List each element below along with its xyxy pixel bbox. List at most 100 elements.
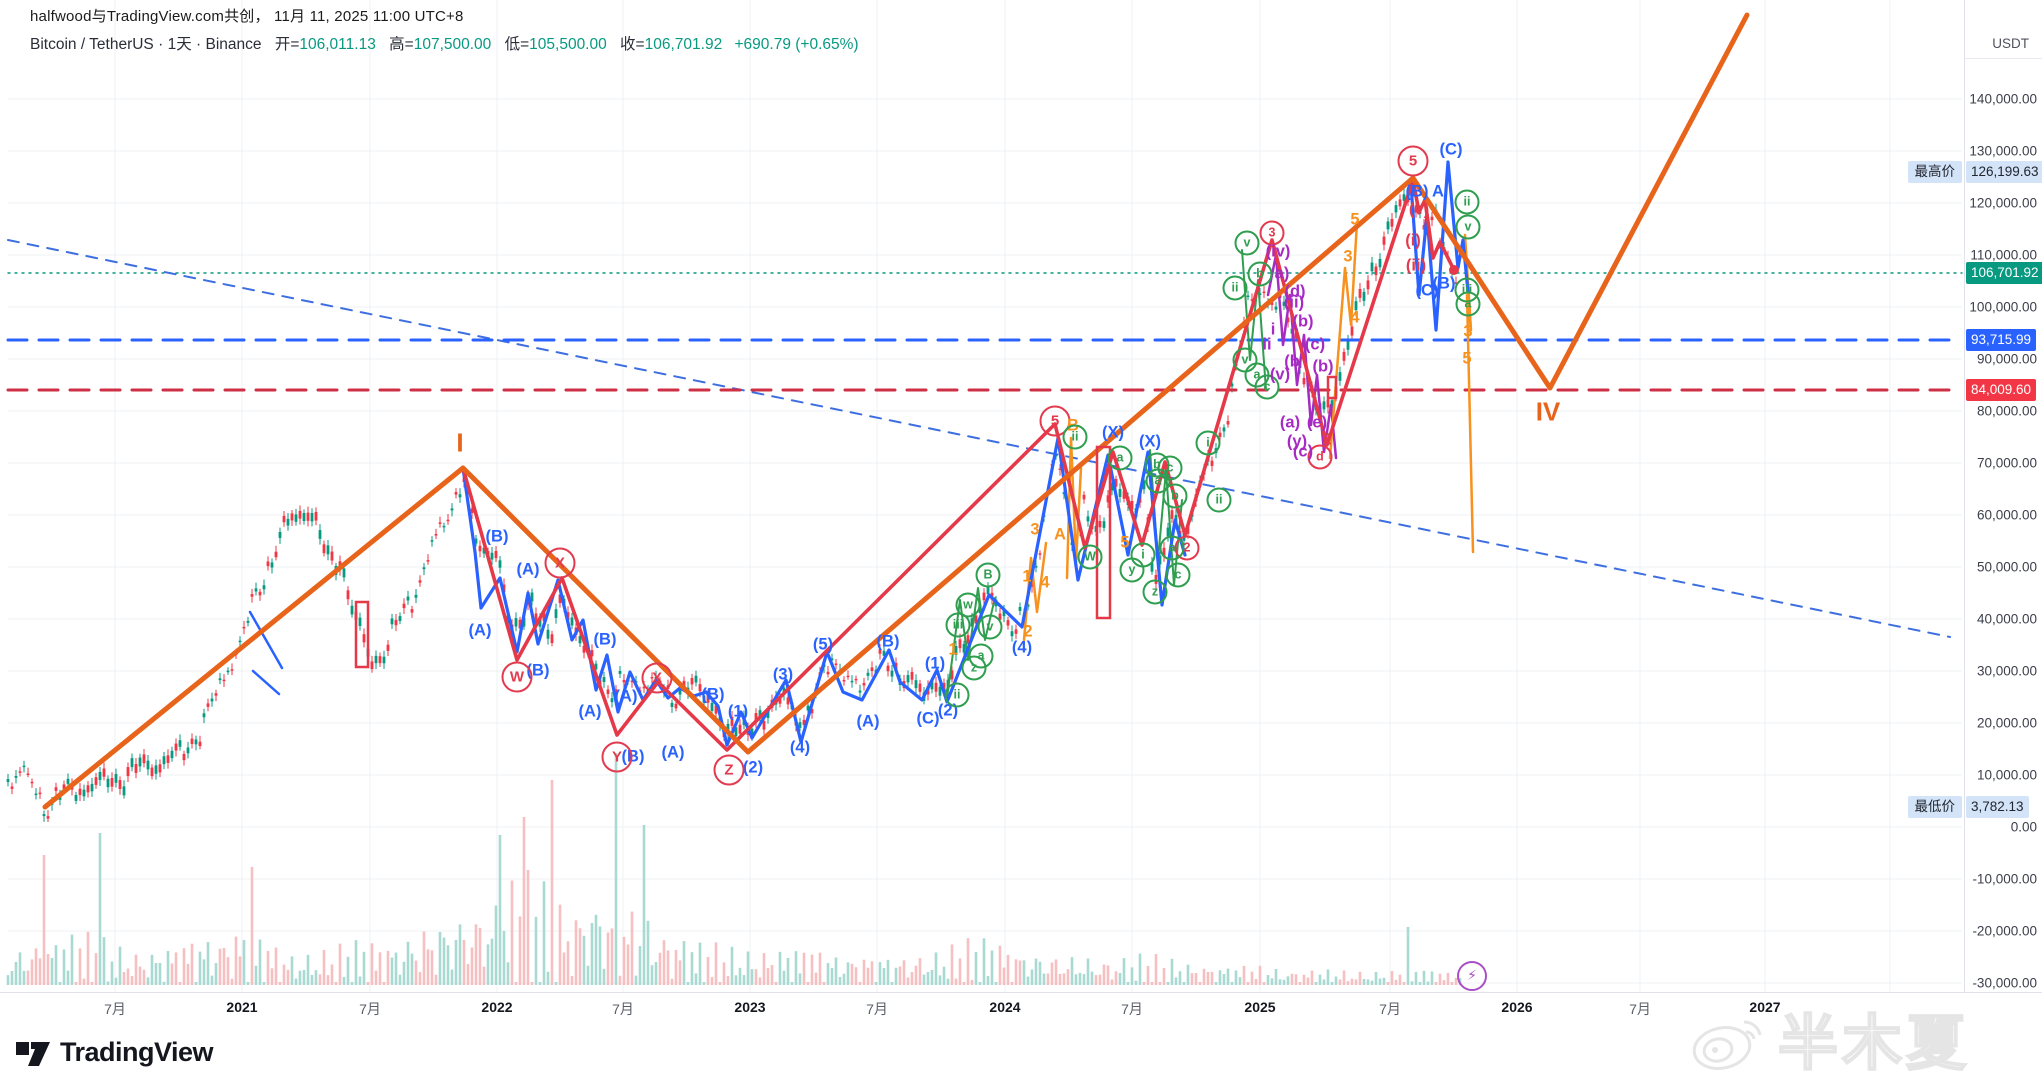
blue-seg-2[interactable] xyxy=(251,669,281,696)
volume-bar xyxy=(1130,967,1134,985)
candle-body xyxy=(550,634,554,644)
candle-body xyxy=(982,592,986,601)
price-axis[interactable]: USDT 140,000.00 130,000.00 120,000.00 110,0… xyxy=(1964,0,2042,1012)
candle-body xyxy=(750,728,754,738)
candle-body xyxy=(1454,282,1458,284)
candle-body xyxy=(970,618,974,627)
volume-bar xyxy=(670,978,674,985)
volume-bar xyxy=(1274,969,1278,985)
price-tag: 126,199.63 xyxy=(1966,161,2042,183)
candle-body xyxy=(330,551,334,561)
candle-body xyxy=(1110,483,1114,491)
volume-bar xyxy=(822,982,826,985)
tradingview-logo-icon xyxy=(16,1042,50,1066)
candle-body xyxy=(758,710,762,719)
candle-body xyxy=(730,716,734,726)
volume-bar xyxy=(726,976,730,985)
red-wave-main[interactable] xyxy=(461,178,1454,752)
symbol-name[interactable]: Bitcoin / TetherUS xyxy=(30,36,154,53)
volume-bar xyxy=(1422,970,1426,985)
red-dot-marker[interactable] xyxy=(1449,265,1459,275)
volume-bar xyxy=(1246,982,1250,985)
volume-bar xyxy=(1294,974,1298,985)
volume-bar xyxy=(1030,969,1034,985)
green-zig-3[interactable] xyxy=(1241,249,1267,391)
volume-bar xyxy=(170,963,174,985)
candle-body xyxy=(618,671,622,674)
volume-bar xyxy=(958,958,962,985)
lightning-icon[interactable]: ⚡ xyxy=(1457,961,1487,991)
red-box-annotation[interactable] xyxy=(1095,445,1112,620)
candle-body xyxy=(162,756,166,765)
volume-bar xyxy=(1326,969,1330,985)
candle-body xyxy=(290,513,294,521)
candle-body xyxy=(950,670,954,680)
candle-body xyxy=(66,778,70,784)
symbol-info-bar[interactable]: Bitcoin / TetherUS · 1天 · Binance 开=106,… xyxy=(30,32,859,54)
volume-bar xyxy=(294,978,298,985)
time-tick-label: 7月 xyxy=(1121,1001,1143,1017)
candle-body xyxy=(998,613,1002,620)
volume-bar xyxy=(1454,977,1458,985)
candle-body xyxy=(738,724,742,734)
candle-body xyxy=(1366,280,1370,290)
candle-body xyxy=(1082,494,1086,500)
volume-bar xyxy=(354,940,358,985)
tradingview-logo: TradingView xyxy=(16,1036,214,1068)
volume-bar xyxy=(1210,971,1214,985)
volume-bar xyxy=(1426,981,1430,985)
blue-dashed-diagonal[interactable] xyxy=(7,239,1951,638)
volume-bar xyxy=(330,964,334,985)
volume-bar xyxy=(306,954,310,985)
volume-bar xyxy=(1334,976,1338,985)
volume-bar xyxy=(758,977,762,985)
candle-body xyxy=(38,792,42,795)
volume-bar xyxy=(1002,967,1006,985)
volume-bar xyxy=(1258,965,1262,985)
volume-bar xyxy=(214,963,218,985)
candle-body xyxy=(430,540,434,542)
candle-body xyxy=(94,777,98,785)
volume-bar xyxy=(290,956,294,985)
time-tick-label: 7月 xyxy=(1379,1001,1401,1017)
volume-bar xyxy=(58,982,62,985)
volume-bar xyxy=(54,945,58,985)
candle-body xyxy=(670,702,674,707)
candle-body xyxy=(322,544,326,554)
volume-bar xyxy=(718,982,722,985)
candle-body xyxy=(1350,326,1354,336)
volume-bar xyxy=(886,959,890,985)
volume-bar xyxy=(1194,973,1198,985)
volume-bar xyxy=(254,965,258,985)
volume-bar xyxy=(874,982,878,985)
candle-body xyxy=(622,679,626,683)
interval-value[interactable]: 1天 xyxy=(167,36,192,53)
blue-seg-1[interactable] xyxy=(248,610,284,670)
candle-body xyxy=(302,513,306,521)
low-label: 低= xyxy=(504,36,530,53)
volume-bar xyxy=(938,975,942,985)
volume-bar xyxy=(1190,973,1194,985)
red-box-annotation[interactable] xyxy=(1326,375,1338,400)
volume-bar xyxy=(1226,968,1230,985)
volume-bar xyxy=(454,939,458,985)
price-tag: 3,782.13 xyxy=(1966,796,2029,818)
candle-body xyxy=(138,757,142,767)
red-box-annotation[interactable] xyxy=(354,600,370,669)
candle-body xyxy=(262,585,266,590)
volume-bar xyxy=(1126,982,1130,985)
volume-bar xyxy=(546,971,550,985)
volume-bar xyxy=(750,969,754,985)
open-value: 106,011.13 xyxy=(299,36,376,53)
price-tag: 106,701.92 xyxy=(1966,262,2042,284)
orange-zig-2025a[interactable] xyxy=(1328,220,1359,460)
volume-bar xyxy=(226,957,230,985)
candle-body xyxy=(90,783,94,792)
volume-bar xyxy=(42,855,46,985)
candle-body xyxy=(1102,521,1106,528)
volume-bar xyxy=(1014,959,1018,985)
volume-bar xyxy=(534,916,538,985)
orange-projection-main[interactable] xyxy=(42,12,1750,810)
volume-bar xyxy=(342,977,346,985)
